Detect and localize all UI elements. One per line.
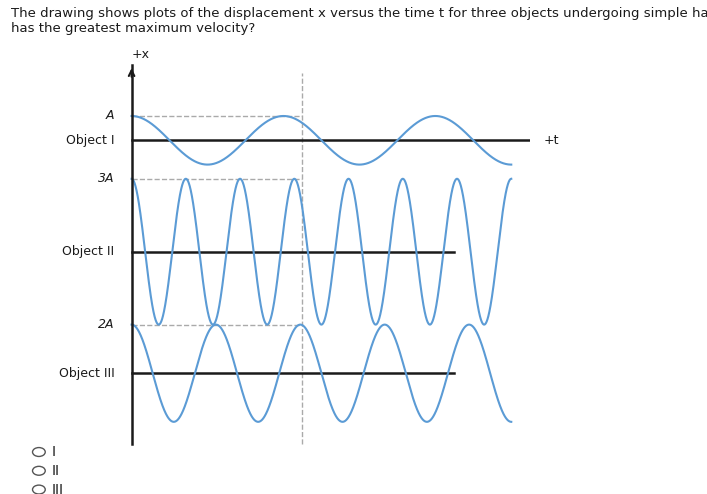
Text: A: A (106, 110, 115, 123)
Text: Object I: Object I (66, 134, 115, 147)
Text: 3A: 3A (98, 172, 115, 185)
Text: Object II: Object II (62, 245, 115, 258)
Text: The drawing shows plots of the displacement x versus the time t for three object: The drawing shows plots of the displacem… (11, 7, 707, 20)
Text: has the greatest maximum velocity?: has the greatest maximum velocity? (11, 22, 255, 35)
Text: 2A: 2A (98, 318, 115, 331)
Text: I: I (52, 445, 56, 459)
Text: Object III: Object III (59, 367, 115, 380)
Text: III: III (52, 483, 64, 494)
Text: +t: +t (544, 134, 559, 147)
Text: II: II (52, 464, 59, 478)
Text: +x: +x (132, 48, 150, 61)
